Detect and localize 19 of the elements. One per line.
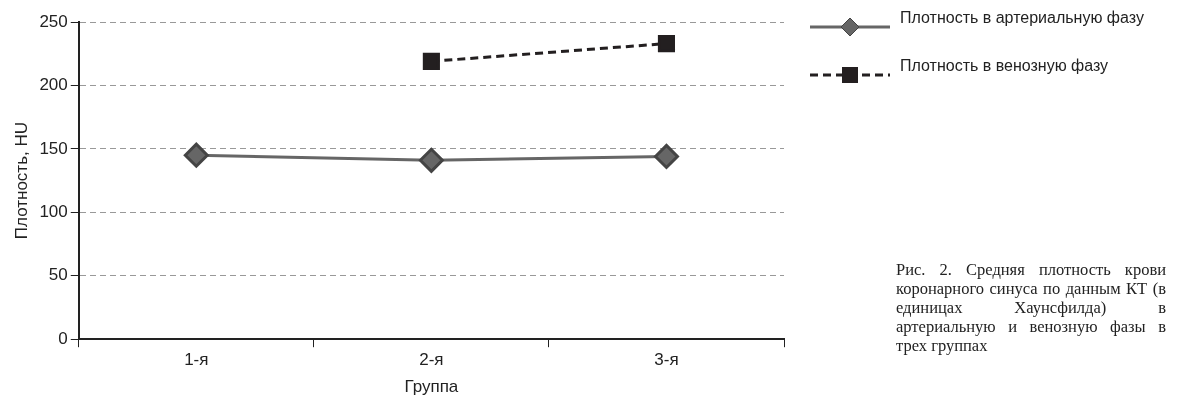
point [657, 35, 676, 53]
point [653, 143, 679, 169]
y-tick-label: 50 [48, 265, 68, 285]
y-tick-label: 150 [39, 138, 68, 158]
y-tick-label: 250 [39, 11, 68, 31]
y-axis-title: Плотность, HU [11, 122, 31, 240]
x-tick-label: 1-я [184, 350, 209, 370]
y-tick-label: 200 [39, 75, 68, 95]
point [422, 52, 440, 70]
legend-label: Плотность в венозную фазу [900, 56, 1110, 75]
y-tick-label: 0 [58, 328, 68, 348]
legend-label: Плотность в артериальную фазу [900, 8, 1145, 27]
x-tick-label: 3-я [654, 350, 679, 370]
y-tick-label: 100 [39, 202, 68, 222]
text: Рис. 2. Средняя плотность крови коронарного синуса по данным КТ (в единицах Хаунсфилда) в артериальную и венозную фазы в трех группах [896, 260, 1166, 355]
x-axis-title: Группа [404, 377, 459, 397]
x-tick-label: 2-я [419, 350, 444, 370]
point [418, 147, 444, 173]
point [183, 142, 209, 168]
